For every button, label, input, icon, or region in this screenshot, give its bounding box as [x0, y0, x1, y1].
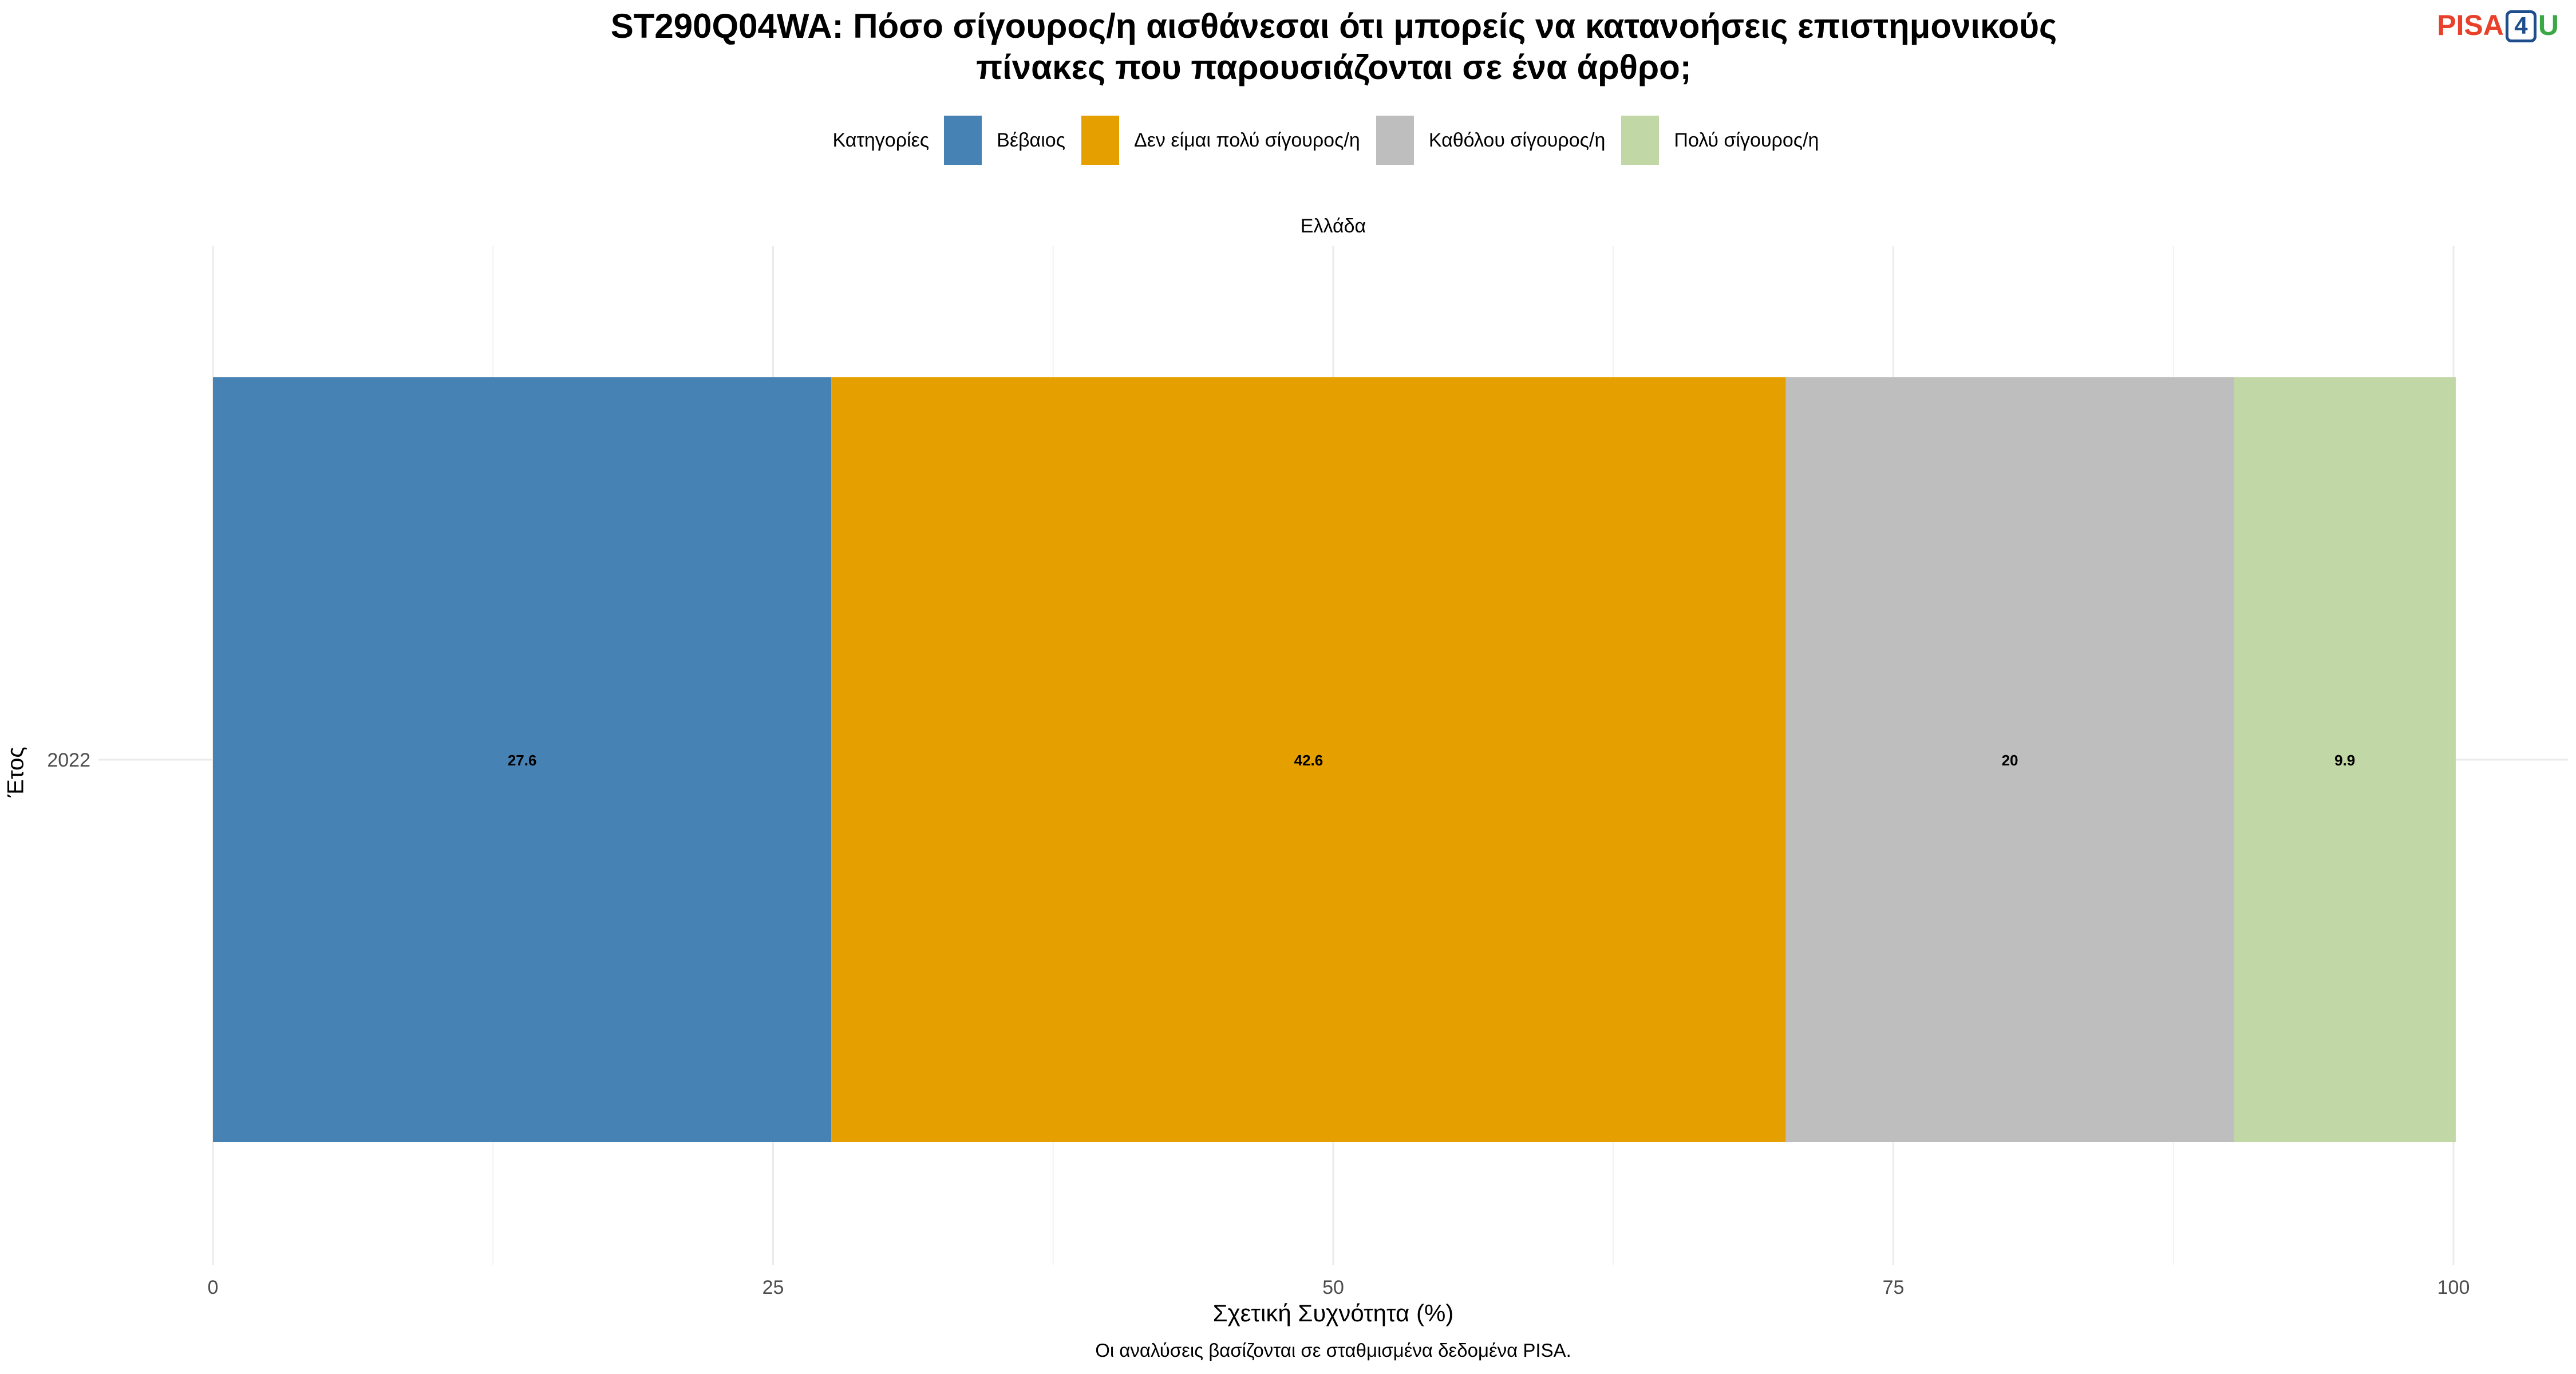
data-label: 20: [2002, 752, 2018, 769]
y-tick-label: 2022: [47, 749, 90, 771]
x-tick-label: 75: [1883, 1277, 1905, 1298]
logo-four-text: 4: [2505, 10, 2537, 42]
data-label: 42.6: [1294, 752, 1323, 769]
legend-swatch: [944, 116, 982, 165]
bar-segment: [831, 377, 1786, 1142]
legend-item: Καθόλου σίγουρος/η: [1376, 116, 1606, 165]
x-tick-label: 50: [1322, 1277, 1344, 1298]
facet-label: Ελλάδα: [1300, 215, 1366, 237]
legend-swatch: [1376, 116, 1414, 165]
caption: Οι αναλύσεις βασίζονται σε σταθμισμένα δ…: [1095, 1340, 1571, 1361]
data-label: 9.9: [2334, 752, 2355, 769]
legend-item: Δεν είμαι πολύ σίγουρος/η: [1081, 116, 1360, 165]
logo-pisa-text: PISA: [2437, 9, 2504, 41]
chart-title: ST290Q04WA: Πόσο σίγουρος/η αισθάνεσαι ό…: [0, 6, 2576, 88]
legend-item: Πολύ σίγουρος/η: [1621, 116, 1819, 165]
legend-label: Βέβαιος: [997, 129, 1066, 151]
x-tick-label: 100: [2437, 1277, 2470, 1298]
legend-label: Καθόλου σίγουρος/η: [1428, 129, 1606, 151]
legend: Κατηγορίες Βέβαιος Δεν είμαι πολύ σίγουρο…: [0, 114, 2576, 166]
bar-segment: [213, 377, 832, 1142]
legend-title: Κατηγορίες: [832, 129, 930, 151]
data-label: 27.6: [508, 752, 537, 769]
pisa4u-logo: PISA 4 U: [2437, 8, 2559, 42]
x-tick-label: 25: [762, 1277, 784, 1298]
legend-label: Δεν είμαι πολύ σίγουρος/η: [1134, 129, 1360, 151]
legend-item: Βέβαιος: [944, 116, 1065, 165]
legend-label: Πολύ σίγουρος/η: [1674, 129, 1819, 151]
chart-title-line-1: ST290Q04WA: Πόσο σίγουρος/η αισθάνεσαι ό…: [610, 7, 2057, 45]
x-tick-label: 0: [208, 1277, 219, 1298]
bar-segment: [1785, 377, 2234, 1142]
logo-u-text: U: [2538, 9, 2559, 41]
bar-segment: [2234, 377, 2456, 1142]
legend-swatch: [1081, 116, 1120, 165]
legend-swatch: [1621, 116, 1660, 165]
y-axis-label: Έτος: [3, 747, 29, 797]
chart-title-line-2: πίνακες που παρουσιάζονται σε ένα άρθρο;: [976, 48, 1692, 86]
x-axis-label: Σχετική Συχνότητα (%): [1212, 1300, 1454, 1326]
